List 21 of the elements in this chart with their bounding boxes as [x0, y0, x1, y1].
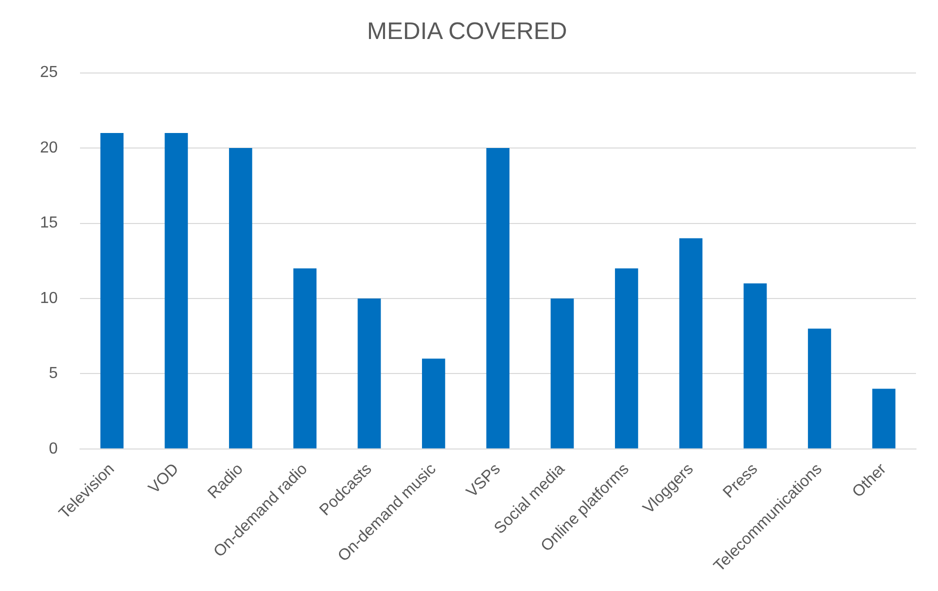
y-tick-label: 20	[40, 139, 58, 156]
bar	[100, 132, 124, 448]
bar	[872, 388, 896, 448]
y-tick-label: 0	[48, 440, 58, 458]
bar	[679, 238, 702, 448]
y-tick-label: 10	[40, 290, 58, 307]
bar	[229, 148, 252, 448]
bar	[164, 132, 188, 448]
y-tick-label: 25	[40, 64, 58, 82]
bar	[550, 298, 574, 448]
bar	[293, 268, 317, 448]
chart-title: MEDIA COVERED	[366, 18, 568, 46]
bar	[744, 283, 767, 448]
bar	[358, 298, 381, 448]
bar	[486, 148, 510, 448]
y-tick-label: 15	[40, 214, 58, 232]
bar	[422, 358, 446, 448]
bar	[808, 328, 832, 448]
bar	[614, 268, 638, 448]
y-tick-label: 5	[48, 365, 58, 382]
x-tick-label: VOD	[146, 460, 182, 498]
